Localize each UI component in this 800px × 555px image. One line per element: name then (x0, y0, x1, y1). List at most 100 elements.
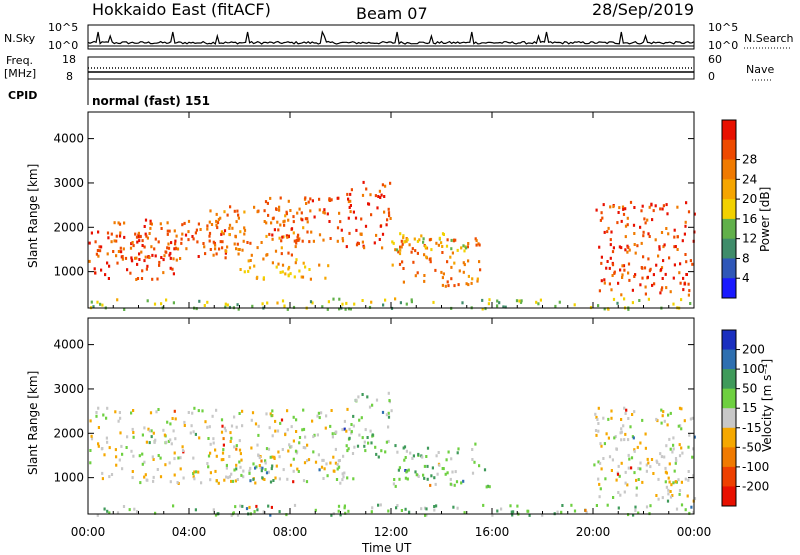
velocity-cell (285, 513, 288, 517)
velocity-cell (103, 507, 106, 511)
velocity-cell (163, 433, 166, 437)
velocity-cell (97, 406, 100, 410)
power-cell (628, 278, 631, 282)
velocity-cell (516, 504, 519, 508)
velocity-cell (89, 461, 92, 465)
power-cell (382, 303, 385, 307)
velocity-cell (89, 419, 92, 423)
velocity-cell (217, 481, 220, 485)
power-cell (295, 258, 298, 262)
velocity-cell (627, 466, 630, 470)
power-cell (344, 307, 347, 311)
velocity-cell (680, 480, 683, 484)
power-cell (434, 268, 437, 272)
power-cell (278, 236, 281, 240)
power-cell (271, 261, 274, 265)
power-cell (166, 246, 169, 250)
velocity-cell (322, 458, 325, 462)
velocity-cell (148, 441, 151, 445)
velocity-cell (194, 508, 197, 512)
power-cell (281, 270, 284, 274)
velocity-cell (96, 513, 99, 517)
velocity-cell (541, 513, 544, 517)
velocity-cell (403, 458, 406, 462)
velocity-cell (198, 436, 201, 440)
power-cell (478, 243, 481, 247)
velocity-cell (238, 439, 241, 443)
velocity-cell (270, 467, 273, 471)
power-cell (185, 247, 188, 251)
power-cell (349, 210, 352, 214)
power-cell (338, 211, 341, 215)
power-cell (99, 249, 102, 253)
velocity-cell (366, 395, 369, 399)
power-cell (143, 245, 146, 249)
velocity-cell (280, 418, 284, 422)
power-cell (416, 251, 419, 255)
velocity-cell (193, 406, 196, 410)
power-cell (118, 234, 122, 238)
power-cell (208, 234, 211, 238)
velocity-cell (622, 424, 625, 428)
power-cell (206, 224, 209, 228)
power-cell (150, 222, 153, 226)
velocity-cell (393, 478, 396, 481)
power-cell (338, 297, 341, 301)
velocity-cell (425, 507, 428, 511)
velocity-cell (404, 476, 407, 480)
power-cell (172, 301, 175, 305)
colorbar-tick-label-power-6: 28 (742, 153, 757, 167)
power-cell (275, 265, 278, 269)
velocity-cell (206, 425, 209, 429)
velocity-cell (652, 472, 655, 475)
power-cell (441, 276, 444, 280)
power-cell (206, 300, 209, 304)
velocity-cell (200, 481, 203, 485)
power-cell (220, 230, 223, 234)
power-cell (140, 277, 144, 280)
power-cell (467, 283, 470, 287)
velocity-cell (214, 448, 217, 452)
power-cell (642, 230, 645, 234)
velocity-cell (228, 455, 231, 458)
velocity-cell (441, 467, 444, 470)
velocity-cell (645, 469, 648, 473)
velocity-cell (381, 410, 385, 414)
velocity-cell (222, 437, 225, 441)
velocity-cell (90, 437, 94, 441)
power-cell (162, 271, 165, 275)
power-cell (402, 236, 405, 240)
velocity-cell (620, 461, 623, 465)
velocity-cell (159, 456, 162, 460)
velocity-cell (307, 458, 311, 462)
velocity-cell (512, 510, 515, 514)
velocity-cell (371, 403, 374, 407)
velocity-cell (645, 463, 648, 467)
velocity-cell (637, 466, 640, 470)
power-cell (539, 298, 542, 302)
power-cell (137, 231, 140, 235)
power-cell (274, 249, 278, 253)
power-cell (304, 196, 307, 200)
velocity-cell (257, 453, 260, 457)
velocity-cell (398, 466, 401, 470)
velocity-cell (183, 424, 186, 427)
velocity-cell (406, 477, 409, 481)
colorbar-velocity-seg (722, 369, 736, 390)
power-cell (309, 300, 313, 304)
station-title: Hokkaido East (fitACF) (92, 0, 271, 19)
velocity-cell (404, 507, 407, 511)
power-cell (147, 255, 150, 259)
power-cell (323, 211, 326, 215)
velocity-cell (274, 429, 277, 433)
velocity-cell (629, 425, 632, 429)
velocity-cell (425, 455, 428, 458)
power-cell (318, 233, 322, 237)
velocity-cell (229, 431, 232, 435)
velocity-cell (390, 409, 393, 413)
velocity-cell (235, 447, 238, 451)
velocity-cell (687, 445, 690, 449)
power-cell (307, 200, 310, 204)
power-cell (388, 214, 391, 218)
power-cell (107, 277, 110, 280)
